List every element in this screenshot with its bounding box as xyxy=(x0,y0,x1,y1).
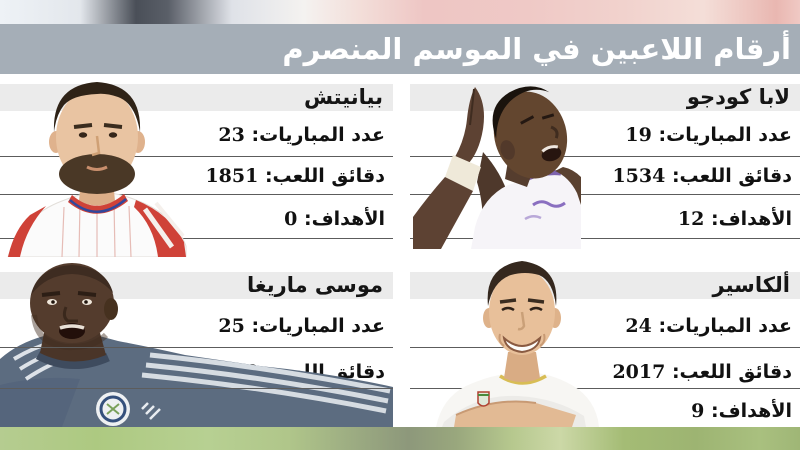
stat-goals: الأهداف: 12 xyxy=(677,208,792,230)
divider-line xyxy=(410,156,800,157)
stat-minutes: دقائق اللعب: 1534 xyxy=(612,165,792,187)
divider-line xyxy=(0,388,393,389)
divider-line xyxy=(410,347,800,348)
pjanic-portrait-photo xyxy=(4,74,190,257)
laba-kodjo-praying-photo xyxy=(413,77,581,249)
stat-goals: الأهداف: 9 xyxy=(691,400,792,422)
page-title: أرقام اللاعبين في الموسم المنصرم xyxy=(282,32,791,66)
player-name-strip: ألكاسير xyxy=(410,272,800,299)
stat-matches: عدد المباريات: 19 xyxy=(625,124,792,146)
stat-goals: الأهداف: 0 xyxy=(284,208,385,230)
divider-line xyxy=(410,194,800,195)
player-name: ألكاسير xyxy=(712,273,790,297)
divider-line xyxy=(0,194,393,195)
player-name: موسى ماريغا xyxy=(247,273,383,297)
blurred-photo-top-strip xyxy=(0,0,800,24)
stat-minutes: دقائق اللعب: 1851 xyxy=(205,165,385,187)
player-card-pjanic: بيانيتش عدد المباريات: 23 دقائق اللعب: 1… xyxy=(0,74,393,262)
divider-line xyxy=(0,156,393,157)
stat-minutes: دقائق اللعب: 2017 xyxy=(612,361,792,383)
player-card-alcacer: ألكاسير عدد المباريات: 24 دقائق اللعب: 2… xyxy=(410,262,800,427)
stat-matches: عدد المباريات: 24 xyxy=(625,315,792,337)
divider-line xyxy=(0,347,393,348)
blurred-grass-bottom-strip xyxy=(0,427,800,450)
divider-line xyxy=(0,238,393,239)
divider-line xyxy=(410,388,800,389)
player-name: بيانيتش xyxy=(303,85,383,109)
alcacer-smiling-photo xyxy=(426,254,603,427)
stat-matches: عدد المباريات: 23 xyxy=(218,124,385,146)
title-banner: أرقام اللاعبين في الموسم المنصرم xyxy=(0,24,800,74)
player-name: لابا كودجو xyxy=(686,85,790,109)
stat-matches: عدد المباريات: 25 xyxy=(218,315,385,337)
marega-portrait-photo xyxy=(0,263,393,427)
divider-line xyxy=(410,238,800,239)
